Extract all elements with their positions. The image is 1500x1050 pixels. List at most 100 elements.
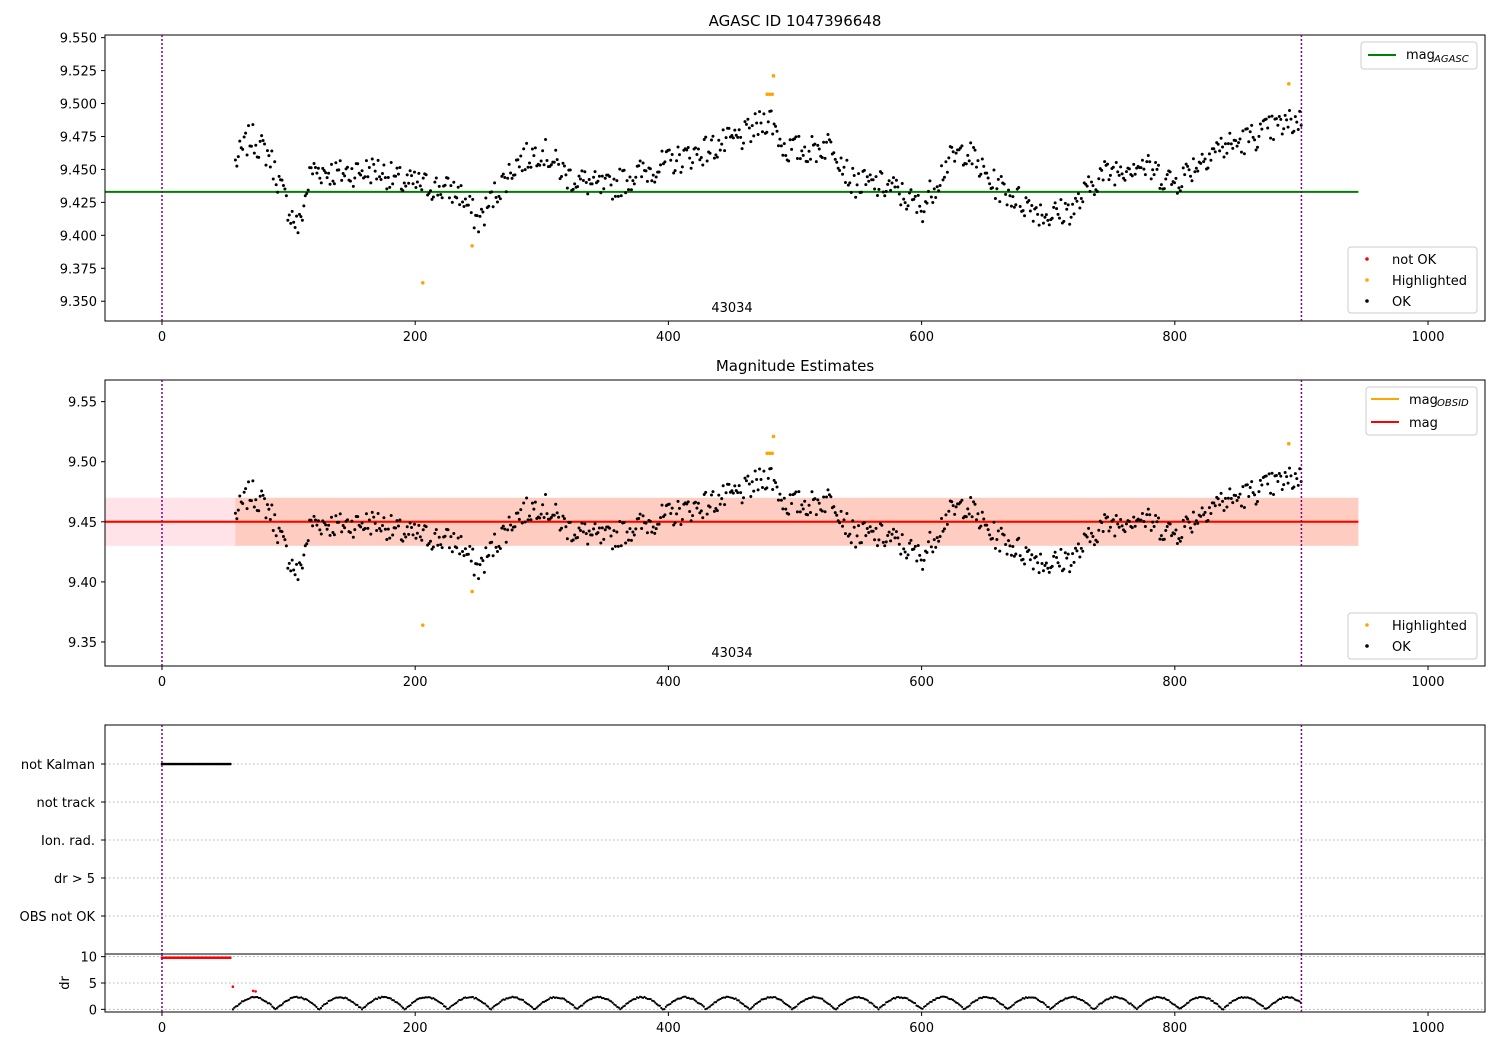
ok-point bbox=[1239, 150, 1243, 154]
ok-point bbox=[376, 158, 380, 162]
ok-point bbox=[411, 533, 415, 537]
ok-point bbox=[1036, 212, 1040, 216]
ok-point bbox=[1116, 522, 1120, 526]
ok-point bbox=[1235, 499, 1239, 503]
dr-ok-point bbox=[1053, 1004, 1056, 1007]
ok-point bbox=[873, 538, 877, 542]
ok-point bbox=[383, 527, 387, 531]
ok-point bbox=[884, 540, 888, 544]
ok-point bbox=[970, 515, 974, 519]
ok-point bbox=[257, 155, 261, 159]
ok-point bbox=[1149, 177, 1153, 181]
ok-point bbox=[1066, 552, 1070, 556]
dr-ok-point bbox=[550, 997, 554, 1000]
legend-label: Highlighted bbox=[1392, 619, 1467, 634]
ok-point bbox=[689, 519, 693, 523]
ok-point bbox=[286, 218, 290, 222]
y-tick-label: 9.40 bbox=[68, 576, 97, 591]
ok-point bbox=[779, 498, 783, 502]
ok-point bbox=[353, 528, 357, 532]
ok-point bbox=[1289, 117, 1293, 121]
ok-point bbox=[573, 533, 577, 537]
ok-point bbox=[539, 512, 543, 516]
ok-point bbox=[252, 151, 256, 155]
ok-point bbox=[1269, 136, 1273, 140]
ok-point bbox=[461, 200, 465, 204]
ok-point bbox=[376, 512, 380, 516]
dr-ok-point bbox=[821, 997, 824, 1001]
ok-point bbox=[918, 204, 922, 208]
ok-point bbox=[832, 151, 836, 155]
dr-ok-point bbox=[734, 997, 737, 1000]
ok-point bbox=[600, 526, 604, 530]
ok-point bbox=[443, 534, 447, 538]
ok-point bbox=[803, 499, 807, 503]
ok-point bbox=[958, 146, 962, 150]
ok-point bbox=[1209, 511, 1213, 515]
ok-point bbox=[249, 499, 253, 503]
ok-point bbox=[778, 137, 782, 141]
ok-point bbox=[765, 486, 769, 490]
ok-point bbox=[1148, 160, 1152, 164]
dr-ok-point bbox=[534, 1007, 537, 1011]
ok-point bbox=[1293, 472, 1297, 476]
ok-point bbox=[640, 175, 644, 179]
ok-point bbox=[565, 537, 569, 541]
ok-point bbox=[884, 189, 888, 193]
ok-point bbox=[1280, 488, 1284, 492]
ok-point bbox=[740, 501, 744, 505]
ok-point bbox=[490, 540, 494, 544]
ok-point bbox=[1285, 118, 1289, 122]
ok-point bbox=[360, 169, 364, 173]
ok-point bbox=[945, 522, 949, 526]
ok-point bbox=[1219, 491, 1223, 495]
ok-point bbox=[1155, 167, 1159, 171]
ok-point bbox=[405, 525, 409, 529]
ok-point bbox=[1034, 555, 1038, 559]
ok-point bbox=[602, 537, 606, 541]
dr-ok-point bbox=[487, 1005, 490, 1008]
dr-ok-point bbox=[699, 1002, 702, 1006]
ok-point bbox=[685, 148, 689, 152]
ok-point bbox=[284, 544, 288, 548]
ok-point bbox=[522, 501, 526, 505]
ok-point bbox=[1039, 203, 1043, 207]
ok-point bbox=[1200, 152, 1204, 156]
ok-point bbox=[1123, 530, 1127, 534]
ok-point bbox=[251, 479, 255, 483]
ok-point bbox=[568, 520, 572, 524]
ok-point bbox=[1184, 162, 1188, 166]
ok-point bbox=[1005, 203, 1009, 207]
ok-point bbox=[315, 171, 319, 175]
ok-point bbox=[747, 126, 751, 130]
ok-point bbox=[868, 173, 872, 177]
ok-point bbox=[762, 112, 766, 116]
ok-point bbox=[1221, 145, 1225, 149]
ok-point bbox=[618, 167, 622, 171]
ok-point bbox=[900, 182, 904, 186]
ok-point bbox=[782, 496, 786, 500]
ok-point bbox=[755, 477, 759, 481]
ok-point bbox=[525, 496, 529, 500]
ok-point bbox=[1266, 126, 1270, 130]
ok-point bbox=[1237, 495, 1241, 499]
ok-point bbox=[1076, 542, 1080, 546]
ok-point bbox=[624, 541, 628, 545]
dr-ok-point bbox=[1150, 997, 1154, 1000]
ok-point bbox=[1203, 157, 1207, 161]
dr-ok-point bbox=[620, 1006, 623, 1010]
dr-ok-point bbox=[265, 1000, 268, 1003]
ok-point bbox=[1005, 552, 1009, 556]
ok-point bbox=[841, 524, 845, 528]
ok-point bbox=[401, 539, 405, 543]
ok-point bbox=[1092, 193, 1096, 197]
ok-point bbox=[897, 542, 901, 546]
ok-point bbox=[450, 200, 454, 204]
dr-ok-point bbox=[531, 1006, 534, 1009]
ok-point bbox=[714, 507, 718, 511]
dr-ok-point bbox=[1134, 1006, 1137, 1009]
ok-point bbox=[1062, 219, 1066, 223]
dr-ok-point bbox=[348, 999, 351, 1002]
flag-category-label: not Kalman bbox=[21, 758, 95, 773]
